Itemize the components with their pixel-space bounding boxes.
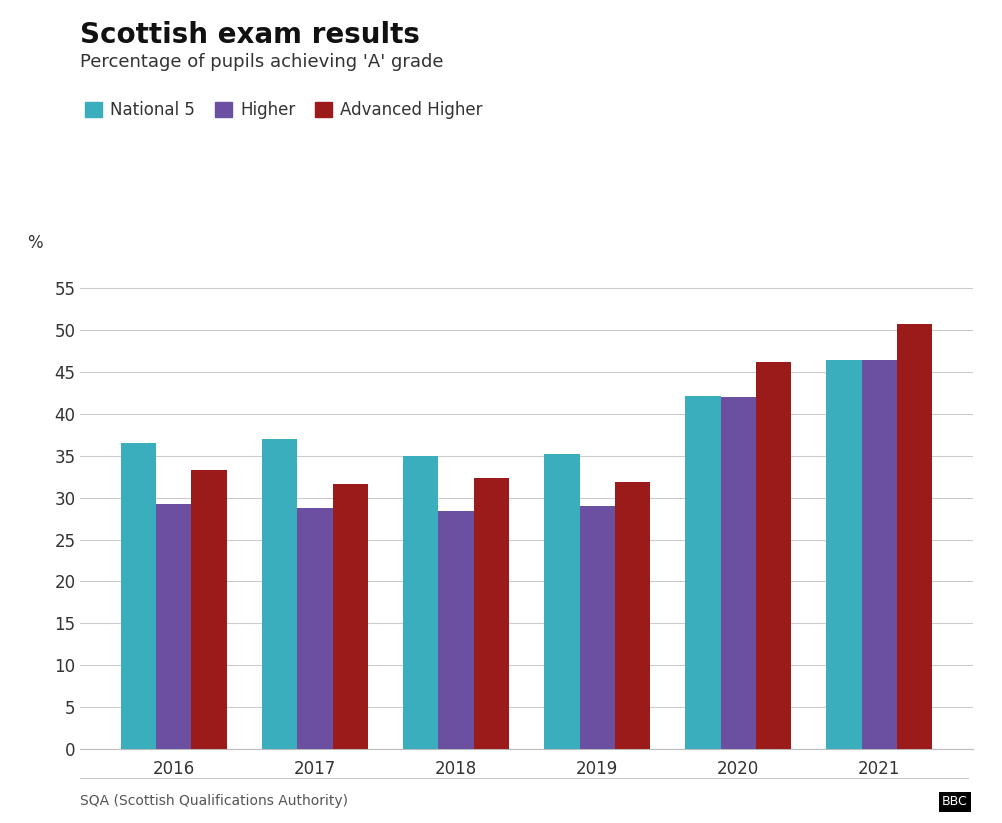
Bar: [896, 323, 932, 749]
Bar: [684, 396, 719, 749]
Text: Scottish exam results: Scottish exam results: [80, 21, 420, 49]
Bar: [333, 484, 368, 749]
Text: SQA (Scottish Qualifications Authority): SQA (Scottish Qualifications Authority): [80, 794, 348, 808]
Bar: [861, 360, 896, 749]
Bar: [473, 477, 508, 749]
Bar: [756, 362, 791, 749]
Text: BBC: BBC: [941, 795, 967, 808]
Bar: [297, 508, 333, 749]
Bar: [719, 398, 756, 749]
Bar: [544, 454, 579, 749]
Legend: National 5, Higher, Advanced Higher: National 5, Higher, Advanced Higher: [78, 95, 489, 126]
Bar: [191, 470, 226, 749]
Bar: [614, 481, 649, 749]
Text: Percentage of pupils achieving 'A' grade: Percentage of pupils achieving 'A' grade: [80, 53, 443, 72]
Bar: [120, 444, 156, 749]
Bar: [262, 439, 297, 749]
Bar: [579, 506, 614, 749]
Text: %: %: [27, 235, 42, 253]
Bar: [403, 456, 438, 749]
Bar: [438, 511, 473, 749]
Bar: [156, 504, 191, 749]
Bar: [826, 360, 861, 749]
